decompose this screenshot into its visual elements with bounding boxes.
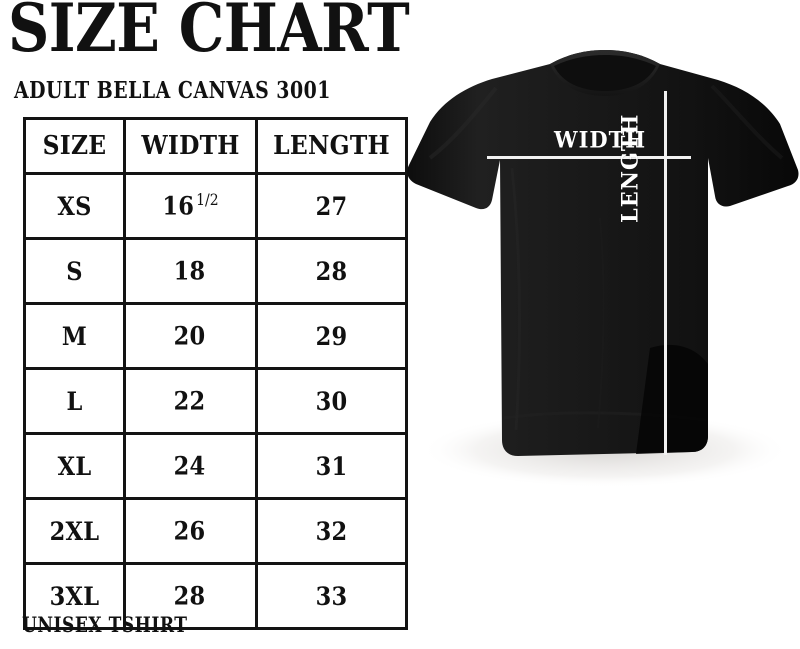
length-measurement-label: LENGTH (616, 113, 643, 223)
cell-size: XL (23, 432, 126, 500)
cell-length: 29 (255, 302, 408, 370)
cell-length: 33 (255, 562, 408, 630)
column-header-size: SIZE (23, 117, 126, 175)
cell-width-fraction: 1/2 (196, 191, 219, 210)
cell-width: 22 (123, 367, 258, 435)
width-measurement-label: WIDTH (554, 126, 647, 153)
cell-width-value: 22 (173, 386, 206, 416)
size-chart-table: SIZE WIDTH LENGTH XS 16 1/2 27 S 18 28 M … (23, 117, 408, 630)
table-row: M 20 29 (23, 302, 408, 370)
width-measurement-line (487, 156, 691, 159)
product-subtitle: ADULT BELLA CANVAS 3001 (14, 75, 331, 104)
cell-width: 28 (123, 562, 258, 630)
cell-width: 18 (123, 237, 258, 305)
cell-width-value: 16 (162, 191, 195, 221)
table-header-row: SIZE WIDTH LENGTH (23, 117, 408, 175)
page-title: SIZE CHART (8, 0, 410, 68)
cell-length: 31 (255, 432, 408, 500)
cell-size: 2XL (23, 497, 126, 565)
cell-width-value: 28 (173, 581, 206, 611)
cell-length: 32 (255, 497, 408, 565)
table-row: S 18 28 (23, 237, 408, 305)
fabric-fold-body (597, 217, 605, 429)
tshirt-illustration (407, 50, 799, 488)
fabric-fold-shoulder-left (428, 86, 498, 160)
tshirt-photo: WIDTH LENGTH (400, 18, 800, 488)
table-row: XL 24 31 (23, 432, 408, 500)
cell-size: XS (23, 172, 126, 240)
table-row: 2XL 26 32 (23, 497, 408, 565)
cell-width: 20 (123, 302, 258, 370)
cell-width-value: 20 (173, 321, 206, 351)
fabric-fold-shoulder-right (710, 84, 784, 160)
cell-width: 16 1/2 (123, 172, 258, 240)
cell-width-value: 26 (173, 516, 206, 546)
cell-size: M (23, 302, 126, 370)
fabric-fold-left (510, 167, 521, 431)
table-row: L 22 30 (23, 367, 408, 435)
cell-width: 26 (123, 497, 258, 565)
cell-width-value: 24 (173, 451, 206, 481)
column-header-width: WIDTH (123, 117, 258, 175)
cell-width: 24 (123, 432, 258, 500)
cell-width-value: 18 (173, 256, 206, 286)
shirt-collar-rib (554, 55, 656, 91)
table-row: 3XL 28 33 (23, 562, 408, 630)
cell-size: 3XL (23, 562, 126, 630)
cell-size: S (23, 237, 126, 305)
fabric-shadow-right (636, 344, 708, 454)
cell-length: 30 (255, 367, 408, 435)
column-header-length: LENGTH (255, 117, 408, 175)
cell-length: 28 (255, 237, 408, 305)
footer-note: UNISEX TSHIRT (22, 612, 188, 638)
cell-length: 27 (255, 172, 408, 240)
table-row: XS 16 1/2 27 (23, 172, 408, 240)
length-measurement-line (664, 91, 667, 455)
cell-size: L (23, 367, 126, 435)
